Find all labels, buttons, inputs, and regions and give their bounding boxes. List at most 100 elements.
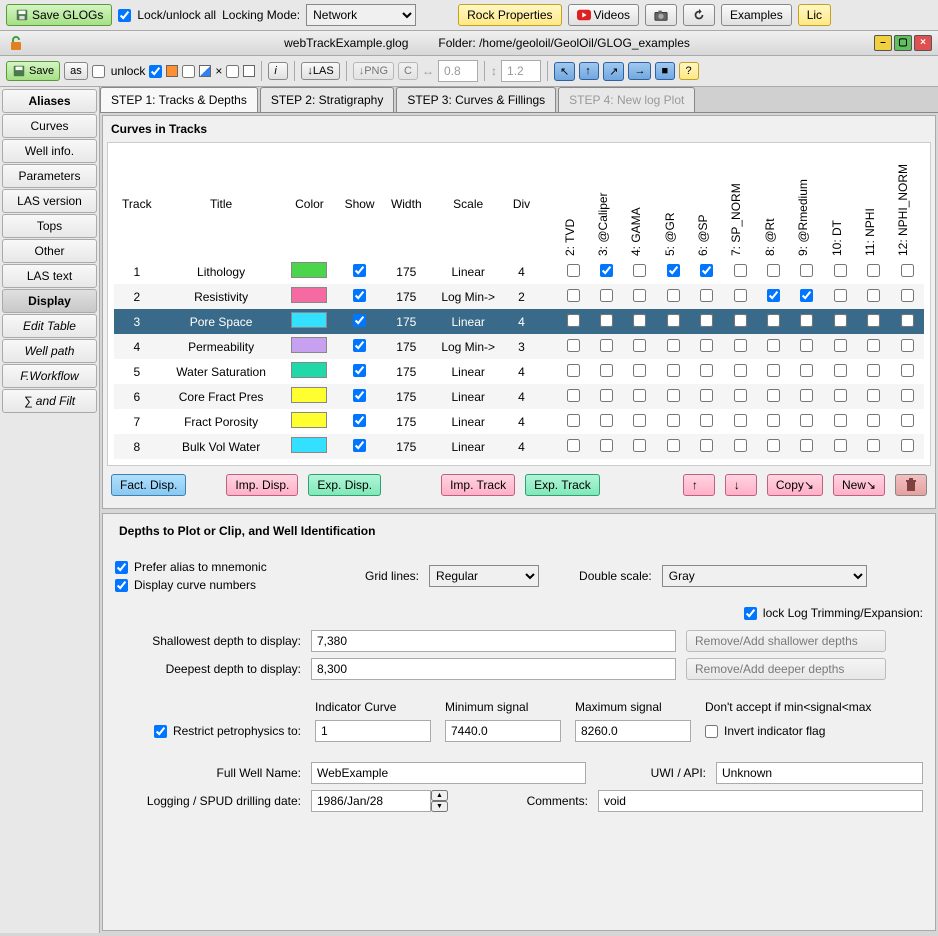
export-las-button[interactable]: ↓LAS — [301, 62, 339, 80]
curve-checkbox[interactable] — [834, 339, 847, 352]
table-row[interactable]: 5Water Saturation175Linear4 — [114, 359, 924, 384]
delete-button[interactable] — [895, 474, 927, 496]
arrow-ne-button[interactable]: ↗ — [603, 62, 624, 81]
new-button[interactable]: New↘ — [833, 474, 885, 496]
curve-checkbox[interactable] — [600, 389, 613, 402]
curve-checkbox[interactable] — [633, 389, 646, 402]
curve-checkbox[interactable] — [901, 414, 914, 427]
curve-checkbox[interactable] — [667, 289, 680, 302]
shallowest-input[interactable] — [311, 630, 676, 652]
toggle-2[interactable] — [182, 65, 195, 78]
c-button[interactable]: C — [398, 62, 418, 80]
table-row[interactable]: 4Permeability175Log Min->3 — [114, 334, 924, 359]
curve-checkbox[interactable] — [700, 264, 713, 277]
curve-checkbox[interactable] — [700, 339, 713, 352]
save-as-button[interactable]: as — [64, 62, 88, 80]
show-checkbox[interactable] — [353, 314, 366, 327]
curve-checkbox[interactable] — [633, 439, 646, 452]
arrow-right-button[interactable]: → — [628, 62, 651, 80]
table-row[interactable]: 3Pore Space175Linear4 — [114, 309, 924, 334]
curve-checkbox[interactable] — [600, 339, 613, 352]
curve-checkbox[interactable] — [667, 439, 680, 452]
curve-checkbox[interactable] — [633, 264, 646, 277]
curve-checkbox[interactable] — [667, 364, 680, 377]
curve-checkbox[interactable] — [834, 314, 847, 327]
lock-unlock-all[interactable]: Lock/unlock all — [118, 8, 216, 22]
show-checkbox[interactable] — [353, 264, 366, 277]
curve-checkbox[interactable] — [567, 339, 580, 352]
arrow-up-button[interactable]: ↑ — [579, 62, 599, 80]
curve-checkbox[interactable] — [901, 289, 914, 302]
curve-checkbox[interactable] — [600, 439, 613, 452]
close-button[interactable]: × — [914, 35, 932, 51]
toggle-3[interactable] — [226, 65, 239, 78]
sidebar-item-well-path[interactable]: Well path — [2, 339, 97, 363]
tab-step-1-tracks-depths[interactable]: STEP 1: Tracks & Depths — [100, 87, 258, 112]
max-signal-input[interactable] — [575, 720, 691, 742]
lock-trim-checkbox[interactable]: lock Log Trimming/Expansion: — [744, 606, 923, 620]
curve-checkbox[interactable] — [901, 339, 914, 352]
curve-checkbox[interactable] — [834, 389, 847, 402]
restrict-checkbox[interactable]: Restrict petrophysics to: — [115, 724, 301, 738]
sidebar-item-other[interactable]: Other — [2, 239, 97, 263]
sidebar-item-las-version[interactable]: LAS version — [2, 189, 97, 213]
curve-checkbox[interactable] — [901, 264, 914, 277]
curve-checkbox[interactable] — [734, 439, 747, 452]
curve-checkbox[interactable] — [700, 289, 713, 302]
imp-track-button[interactable]: Imp. Track — [441, 474, 515, 496]
curve-checkbox[interactable] — [767, 364, 780, 377]
table-row[interactable]: 7Fract Porosity175Linear4 — [114, 409, 924, 434]
toggle-1[interactable] — [149, 65, 162, 78]
curve-checkbox[interactable] — [767, 439, 780, 452]
curve-checkbox[interactable] — [867, 314, 880, 327]
curve-checkbox[interactable] — [600, 364, 613, 377]
sidebar-item-edit-table[interactable]: Edit Table — [2, 314, 97, 338]
curve-checkbox[interactable] — [600, 289, 613, 302]
grid-lines-select[interactable]: Regular — [429, 565, 539, 587]
show-checkbox[interactable] — [353, 389, 366, 402]
sidebar-item-curves[interactable]: Curves — [2, 114, 97, 138]
sidebar-item-parameters[interactable]: Parameters — [2, 164, 97, 188]
curve-checkbox[interactable] — [667, 339, 680, 352]
show-checkbox[interactable] — [353, 439, 366, 452]
sidebar-item-well-info-[interactable]: Well info. — [2, 139, 97, 163]
curve-checkbox[interactable] — [867, 264, 880, 277]
curve-checkbox[interactable] — [901, 389, 914, 402]
curve-checkbox[interactable] — [800, 289, 813, 302]
arrow-nw-button[interactable]: ↖ — [554, 62, 575, 81]
lic-button[interactable]: Lic — [798, 4, 831, 26]
curve-checkbox[interactable] — [767, 339, 780, 352]
table-row[interactable]: 6Core Fract Pres175Linear4 — [114, 384, 924, 409]
curve-checkbox[interactable] — [867, 364, 880, 377]
curve-checkbox[interactable] — [567, 264, 580, 277]
curve-checkbox[interactable] — [667, 264, 680, 277]
curve-checkbox[interactable] — [734, 364, 747, 377]
well-name-input[interactable] — [311, 762, 586, 784]
curve-checkbox[interactable] — [734, 414, 747, 427]
sidebar-item-aliases[interactable]: Aliases — [2, 89, 97, 113]
curve-checkbox[interactable] — [767, 289, 780, 302]
curve-checkbox[interactable] — [800, 414, 813, 427]
curve-checkbox[interactable] — [834, 439, 847, 452]
curve-checkbox[interactable] — [567, 314, 580, 327]
minimize-button[interactable]: – — [874, 35, 892, 51]
curve-checkbox[interactable] — [567, 289, 580, 302]
curve-checkbox[interactable] — [700, 364, 713, 377]
move-down-button[interactable]: ↓ — [725, 474, 757, 496]
tab-step-3-curves-fillings[interactable]: STEP 3: Curves & Fillings — [396, 87, 556, 112]
sidebar-item-display[interactable]: Display — [2, 289, 97, 313]
curve-checkbox[interactable] — [600, 314, 613, 327]
curve-checkbox[interactable] — [800, 264, 813, 277]
curve-checkbox[interactable] — [700, 314, 713, 327]
curve-checkbox[interactable] — [734, 339, 747, 352]
videos-button[interactable]: Videos — [568, 4, 639, 26]
curve-checkbox[interactable] — [767, 389, 780, 402]
show-checkbox[interactable] — [353, 339, 366, 352]
tab-step-2-stratigraphy[interactable]: STEP 2: Stratigraphy — [260, 87, 395, 112]
curve-checkbox[interactable] — [867, 389, 880, 402]
curve-checkbox[interactable] — [667, 314, 680, 327]
table-row[interactable]: 8Bulk Vol Water175Linear4 — [114, 434, 924, 459]
show-checkbox[interactable] — [353, 289, 366, 302]
curve-checkbox[interactable] — [800, 314, 813, 327]
info-button[interactable]: i — [268, 62, 288, 80]
